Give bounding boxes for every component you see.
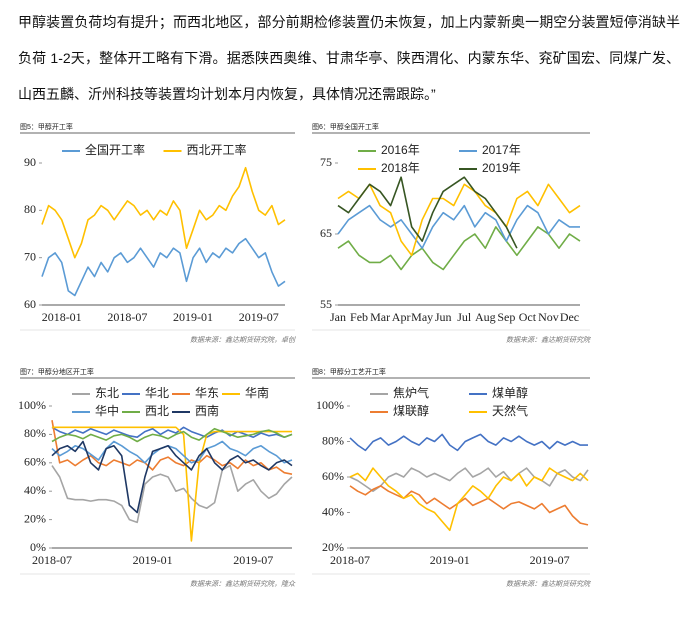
x-tick-label: Nov bbox=[538, 310, 559, 324]
chart-title: 图6：甲醇全国开工率 bbox=[312, 122, 379, 131]
series-line bbox=[349, 467, 589, 532]
series-line bbox=[349, 433, 588, 452]
y-tick-label: 60% bbox=[24, 455, 46, 469]
series-line bbox=[52, 426, 292, 542]
chart-source: 数据来源：鑫达期货研究院 bbox=[506, 336, 591, 344]
legend-label: 2016年 bbox=[381, 143, 420, 157]
y-tick-label: 100% bbox=[18, 398, 46, 412]
series-line bbox=[41, 166, 286, 259]
legend-label: 华南 bbox=[245, 385, 269, 400]
x-tick-label: Jul bbox=[457, 310, 472, 324]
series-line bbox=[349, 467, 589, 492]
y-tick-label: 80% bbox=[24, 426, 46, 440]
legend-label: 全国开工率 bbox=[85, 142, 145, 157]
x-tick-label: 2018-07 bbox=[330, 553, 370, 567]
x-tick-label: May bbox=[411, 310, 433, 324]
x-tick-label: 2019-01 bbox=[173, 310, 213, 324]
chart-title: 图7：甲醇分地区开工率 bbox=[20, 367, 94, 376]
series-line bbox=[51, 420, 293, 475]
x-tick-label: Apr bbox=[392, 310, 411, 324]
x-tick-label: Mar bbox=[370, 310, 390, 324]
x-tick-label: 2019-07 bbox=[233, 553, 273, 567]
y-tick-label: 55 bbox=[320, 297, 332, 311]
x-tick-label: 2019-07 bbox=[530, 553, 570, 567]
chart-source: 数据来源：鑫达期货研究院，隆众 bbox=[190, 580, 296, 588]
legend-label: 东北 bbox=[95, 386, 119, 400]
series-line bbox=[41, 237, 286, 297]
legend-label: 2018年 bbox=[381, 161, 420, 175]
x-tick-label: 2019-01 bbox=[133, 553, 173, 567]
x-tick-label: 2018-07 bbox=[107, 310, 147, 324]
legend-label: 华北 bbox=[145, 386, 169, 400]
chart-title: 图8：甲醇分工艺开工率 bbox=[312, 367, 386, 376]
y-tick-label: 40% bbox=[24, 483, 46, 497]
y-tick-label: 90 bbox=[24, 155, 36, 169]
y-tick-label: 60 bbox=[24, 297, 36, 311]
legend-label: 西北 bbox=[145, 404, 169, 418]
legend-label: 2019年 bbox=[482, 161, 521, 175]
series-line bbox=[337, 226, 581, 271]
y-tick-label: 20% bbox=[24, 511, 46, 525]
legend-label: 焦炉气 bbox=[393, 385, 429, 400]
x-tick-label: Sep bbox=[497, 310, 515, 324]
legend-label: 2017年 bbox=[482, 143, 521, 157]
x-tick-label: 2018-01 bbox=[42, 310, 82, 324]
x-tick-label: Dec bbox=[560, 310, 579, 324]
series-line bbox=[51, 426, 293, 438]
y-tick-label: 100% bbox=[316, 398, 344, 412]
legend-label: 华中 bbox=[95, 403, 119, 418]
series-line bbox=[51, 464, 293, 524]
y-tick-label: 0% bbox=[30, 540, 46, 554]
x-tick-label: 2019-01 bbox=[430, 553, 470, 567]
series-line bbox=[337, 204, 580, 249]
y-tick-label: 70 bbox=[24, 249, 36, 263]
x-tick-label: 2018-07 bbox=[32, 553, 72, 567]
x-tick-label: Aug bbox=[475, 310, 496, 324]
legend-label: 华东 bbox=[195, 386, 219, 400]
chart-source: 数据来源：鑫达期货研究院，卓创 bbox=[190, 336, 296, 344]
x-tick-label: Jun bbox=[435, 310, 452, 324]
chart-source: 数据来源：鑫达期货研究院 bbox=[506, 580, 591, 588]
legend-label: 天然气 bbox=[492, 403, 528, 418]
series-line bbox=[51, 440, 293, 464]
x-tick-label: Feb bbox=[350, 310, 368, 324]
legend-label: 煤单醇 bbox=[492, 385, 528, 400]
y-tick-label: 75 bbox=[320, 155, 332, 169]
series-line bbox=[337, 176, 518, 249]
series-line bbox=[51, 440, 293, 514]
y-tick-label: 20% bbox=[322, 540, 344, 554]
x-tick-label: 2019-07 bbox=[239, 310, 279, 324]
series-line bbox=[349, 485, 589, 526]
paragraph: 甲醇装置负荷均有提升；而西北地区，部分前期检修装置仍未恢复，加上内蒙新奥一期空分… bbox=[18, 14, 680, 102]
y-tick-label: 80% bbox=[322, 433, 344, 447]
series-line bbox=[51, 427, 293, 443]
x-tick-label: Oct bbox=[519, 310, 537, 324]
legend-label: 西南 bbox=[195, 403, 219, 418]
legend-label: 煤联醇 bbox=[393, 403, 429, 418]
y-tick-label: 40% bbox=[322, 504, 344, 518]
x-tick-label: Jan bbox=[330, 310, 346, 324]
chart-title: 图5：甲醇开工率 bbox=[20, 122, 73, 131]
y-tick-label: 80 bbox=[24, 202, 36, 216]
y-tick-label: 60% bbox=[322, 469, 344, 483]
y-tick-label: 65 bbox=[320, 226, 332, 240]
series-line bbox=[337, 183, 581, 257]
legend-label: 西北开工率 bbox=[187, 142, 247, 157]
